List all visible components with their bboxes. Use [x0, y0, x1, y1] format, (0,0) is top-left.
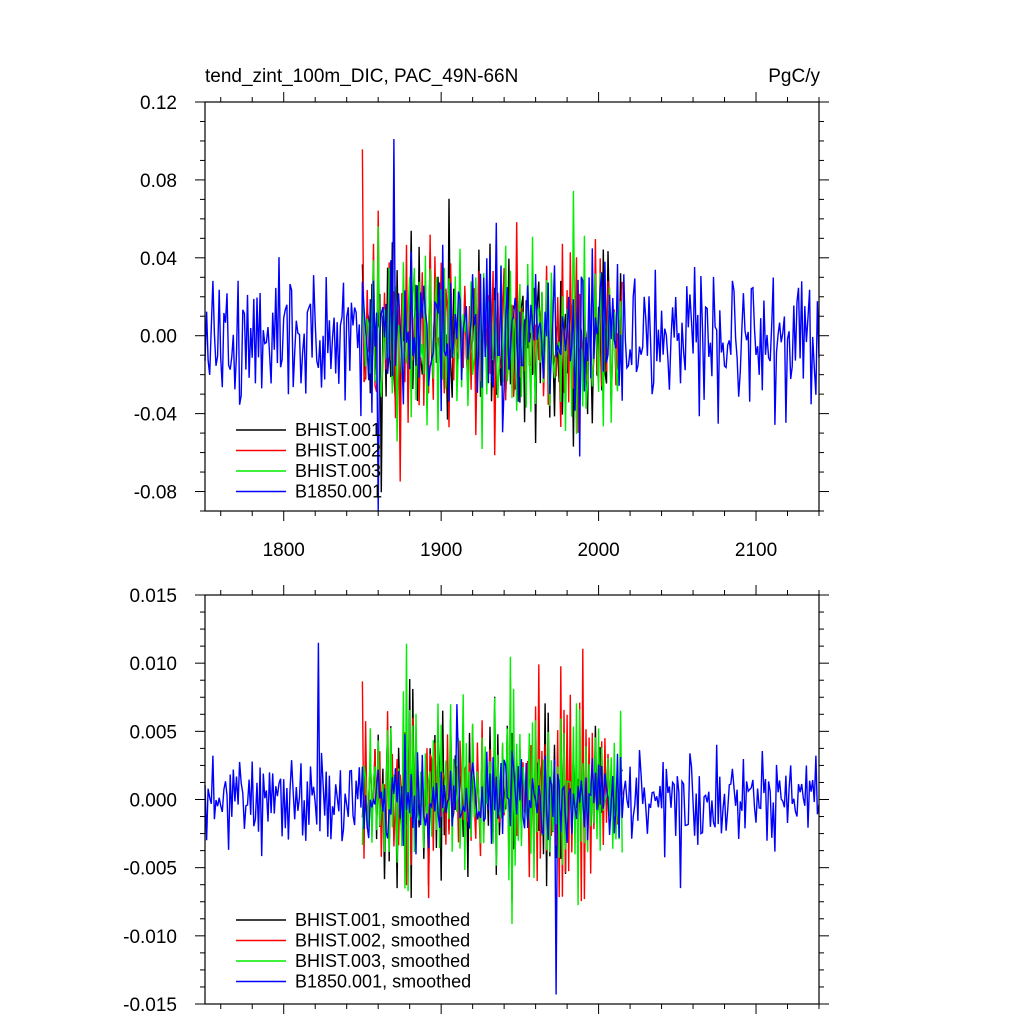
y-tick-label: 0.005	[129, 722, 177, 743]
bottom-axis-ticks: -0.015 -0.010 -0.005 0.000 0.005 0.010 0.015	[123, 585, 829, 1016]
chart-title: tend_zint_100m_DIC, PAC_49N-66N	[205, 66, 518, 87]
legend-label: BHIST.001	[295, 420, 381, 440]
x-tick-label: 2100	[735, 540, 777, 561]
y-tick-label: 0.000	[129, 791, 177, 812]
y-tick-label: -0.010	[123, 927, 177, 948]
top-axis-ticks: 1800 1900 2000 2100 -0.08 -0.04 0.00 0.04 0.08 0.…	[134, 92, 829, 561]
x-tick-label: 1900	[420, 540, 462, 561]
top-panel: tend_zint_100m_DIC, PAC_49N-66N PgC/y 18…	[134, 66, 829, 561]
y-tick-label: 0.08	[140, 171, 177, 192]
x-tick-label: 1800	[263, 540, 305, 561]
y-tick-label: 0.00	[140, 327, 177, 348]
y-tick-label: -0.08	[134, 483, 177, 504]
x-tick-label: 2000	[577, 540, 619, 561]
top-plot-frame	[204, 101, 820, 512]
top-series-group	[204, 138, 820, 512]
legend-label: B1850.001, smoothed	[295, 972, 471, 992]
legend-label: BHIST.002	[295, 441, 381, 461]
series-line-4	[204, 138, 820, 512]
legend-label: BHIST.002, smoothed	[295, 931, 470, 951]
legend-label: BHIST.003, smoothed	[295, 951, 470, 971]
y-tick-label: -0.015	[123, 995, 177, 1016]
y-tick-label: 0.04	[140, 249, 177, 270]
chart-units: PgC/y	[768, 66, 820, 87]
series-line-4	[204, 642, 820, 995]
y-tick-label: -0.04	[134, 405, 178, 426]
legend-label: B1850.001	[295, 482, 382, 502]
y-tick-label: 0.010	[129, 654, 177, 675]
y-tick-label: -0.005	[123, 859, 177, 880]
y-tick-label: 0.015	[129, 586, 177, 607]
bottom-panel: -0.015 -0.010 -0.005 0.000 0.005 0.010 0.015 B…	[123, 585, 829, 1016]
bottom-series-group	[204, 642, 820, 995]
legend-label: BHIST.001, smoothed	[295, 910, 470, 930]
y-tick-label: 0.12	[140, 93, 177, 114]
legend-label: BHIST.003	[295, 461, 381, 481]
